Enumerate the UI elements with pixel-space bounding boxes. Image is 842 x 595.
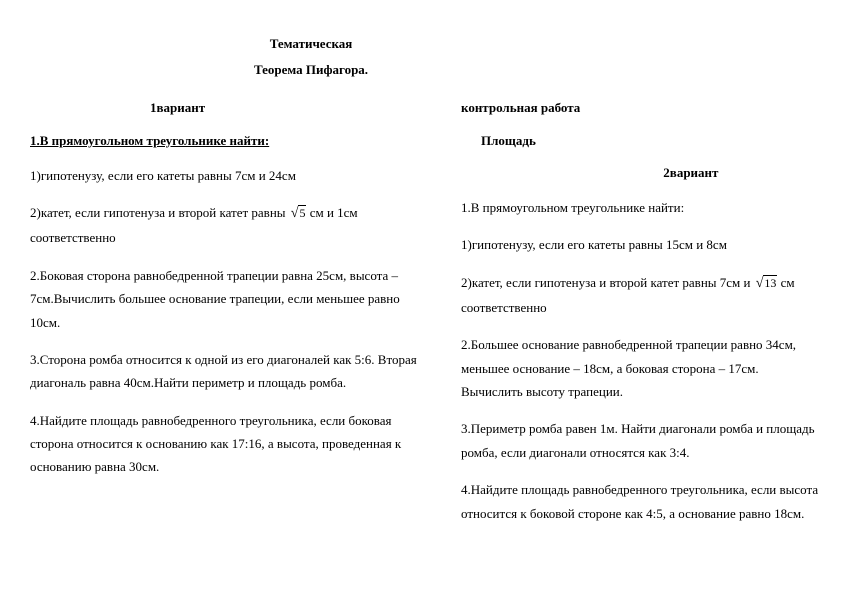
right-p1: 1)гипотенузу, если его катеты равны 15см… [461,233,821,256]
variant-2-title: 2вариант [461,164,821,182]
radicand-13: 13 [763,275,777,290]
right-p2a: 2)катет, если гипотенуза и второй катет … [461,275,754,290]
right-p5: 4.Найдите площадь равнобедренного треуго… [461,478,821,525]
right-p2: 2)катет, если гипотенуза и второй катет … [461,271,821,320]
left-p1: 1)гипотенузу, если его катеты равны 7см … [30,164,421,187]
title-thematic: Тематическая [110,35,512,53]
left-p2a: 2)катет, если гипотенуза и второй катет … [30,205,289,220]
columns: 1вариант 1.В прямоугольном треугольнике … [30,99,812,539]
column-right: контрольная работа Площадь 2вариант 1.В … [461,99,821,539]
left-p4: 3.Сторона ромба относится к одной из его… [30,348,421,395]
column-left: 1вариант 1.В прямоугольном треугольнике … [30,99,421,539]
left-p2: 2)катет, если гипотенуза и второй катет … [30,201,421,250]
right-p4: 3.Периметр ромба равен 1м. Найти диагона… [461,417,821,464]
right-area: Площадь [461,132,821,150]
right-top: контрольная работа [461,99,821,117]
right-p3: 2.Большее основание равнобедренной трапе… [461,333,821,403]
sqrt-5: 5 [289,201,307,226]
left-heading: 1.В прямоугольном треугольнике найти: [30,132,421,150]
title-topic: Теорема Пифагора. [110,61,512,79]
title-block: Тематическая Теорема Пифагора. [30,35,812,79]
sqrt-13: 13 [754,271,778,296]
left-p3: 2.Боковая сторона равнобедренной трапеци… [30,264,421,334]
radicand-5: 5 [298,205,306,220]
variant-1-title: 1вариант [30,99,421,117]
left-p5: 4.Найдите площадь равнобедренного треуго… [30,409,421,479]
right-heading: 1.В прямоугольном треугольнике найти: [461,196,821,219]
